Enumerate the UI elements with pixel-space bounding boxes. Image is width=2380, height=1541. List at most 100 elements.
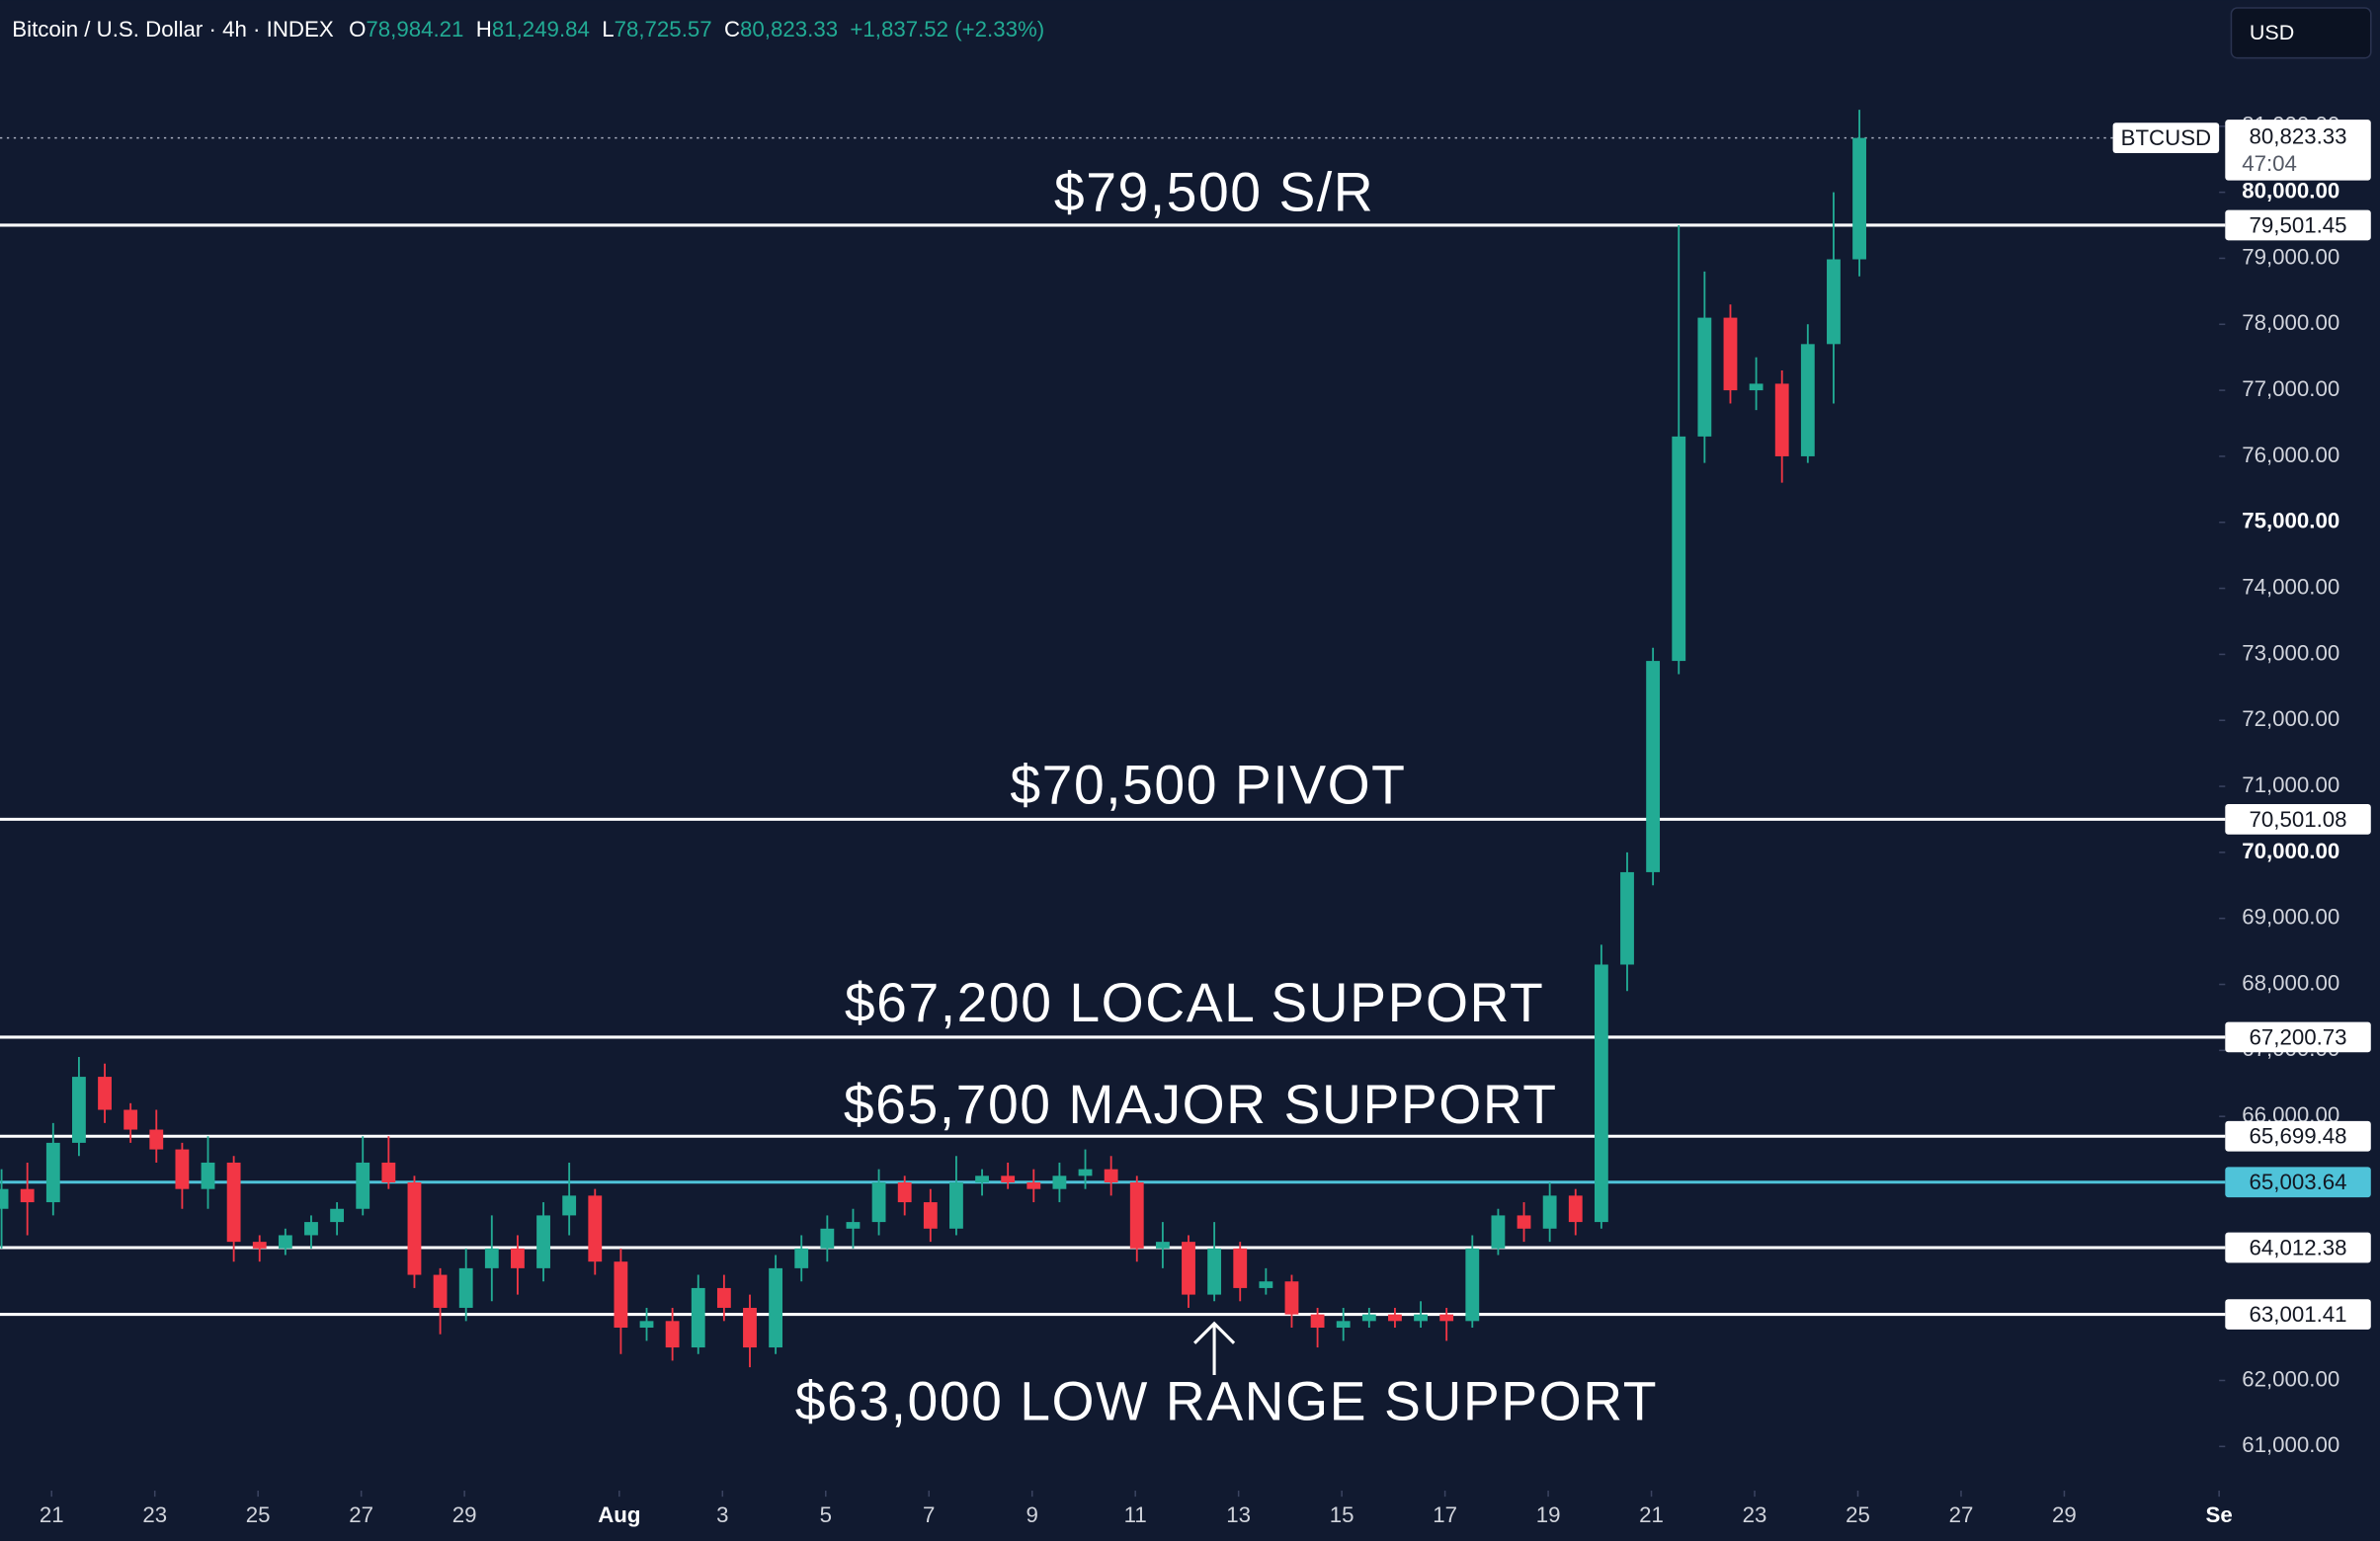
last-price-box xyxy=(2225,120,2371,181)
candle-body xyxy=(716,1287,731,1308)
ohlc-value: 78,984.21 xyxy=(366,17,463,41)
level-annotation: $65,700 MAJOR SUPPORT xyxy=(844,1074,1558,1135)
candle-body xyxy=(1620,871,1634,965)
y-tick-label: 74,000.00 xyxy=(2242,574,2339,599)
candle-body xyxy=(1672,436,1686,662)
candle-body xyxy=(98,1077,112,1110)
candle-body xyxy=(511,1248,525,1268)
y-tick-label: 80,000.00 xyxy=(2242,179,2339,203)
candle-body xyxy=(252,1242,267,1249)
level-annotation: $79,500 S/R xyxy=(1054,161,1374,222)
x-tick-label: 11 xyxy=(1124,1502,1147,1527)
candle-body xyxy=(1388,1314,1402,1322)
candle-body xyxy=(304,1222,318,1236)
currency-label[interactable]: USD xyxy=(2250,21,2294,44)
candle-body xyxy=(72,1077,86,1143)
ohlc-key: H xyxy=(476,17,492,41)
y-tick-label: 73,000.00 xyxy=(2242,640,2339,665)
candle-body xyxy=(1439,1314,1454,1322)
candle-body xyxy=(1852,137,1866,260)
candle-body xyxy=(45,1142,60,1203)
level-label: 70,501.08 xyxy=(2250,807,2347,832)
x-tick-label: 25 xyxy=(246,1502,271,1527)
candle-body xyxy=(1207,1248,1222,1295)
candle-body xyxy=(1026,1181,1041,1189)
level-label-box xyxy=(2225,209,2371,241)
level-label-box xyxy=(2225,1120,2371,1152)
x-tick-label: 19 xyxy=(1536,1502,1561,1527)
countdown-label: 47:04 xyxy=(2242,151,2297,176)
ohlc-key: O xyxy=(349,17,366,41)
candle-body xyxy=(897,1181,912,1203)
ohlc-value: 78,725.57 xyxy=(615,17,712,41)
candle-body xyxy=(1774,383,1789,456)
candle-body xyxy=(1568,1195,1583,1223)
candle-body xyxy=(1542,1195,1557,1229)
candle-body xyxy=(381,1162,396,1182)
x-tick-label: 23 xyxy=(1743,1502,1767,1527)
x-tick-label: 21 xyxy=(40,1502,64,1527)
candle-body xyxy=(923,1202,938,1229)
candle-body xyxy=(1155,1242,1170,1249)
candle-body xyxy=(1052,1176,1067,1189)
candle-body xyxy=(226,1162,241,1243)
x-tick-label: 29 xyxy=(452,1502,477,1527)
candle-body xyxy=(562,1195,577,1216)
candle-body xyxy=(330,1208,345,1223)
candle-body xyxy=(1078,1169,1093,1176)
candle-body xyxy=(20,1188,35,1203)
candle-body xyxy=(458,1267,473,1308)
candle-body xyxy=(1104,1169,1118,1182)
level-label-box xyxy=(2225,1232,2371,1263)
candle-body xyxy=(820,1228,835,1249)
candle-body xyxy=(614,1261,628,1329)
candle-body xyxy=(407,1181,422,1275)
candle-body xyxy=(588,1195,603,1262)
level-label-box xyxy=(2225,804,2371,835)
candle-body xyxy=(356,1162,370,1209)
candle-body xyxy=(975,1176,989,1182)
level-label-box xyxy=(2225,1299,2371,1330)
x-tick-label: 3 xyxy=(716,1502,728,1527)
candle-body xyxy=(484,1248,499,1268)
y-tick-label: 68,000.00 xyxy=(2242,970,2339,995)
candle-body xyxy=(1336,1321,1351,1329)
candle-body xyxy=(175,1149,190,1189)
candle-body xyxy=(1414,1314,1428,1322)
header-change: +1,837.52 (+2.33%) xyxy=(850,17,1044,41)
candle-body xyxy=(1646,661,1661,872)
level-annotation: $63,000 LOW RANGE SUPPORT xyxy=(795,1370,1658,1431)
currency-button[interactable] xyxy=(2230,7,2372,59)
candle-body xyxy=(1697,317,1712,437)
candle-body xyxy=(769,1267,783,1348)
annotation-arrow xyxy=(1193,1321,1236,1376)
candle-body xyxy=(536,1215,550,1268)
candle-body xyxy=(691,1287,705,1348)
candle-body xyxy=(639,1321,654,1329)
y-tick-label: 71,000.00 xyxy=(2242,772,2339,797)
level-label-box xyxy=(2225,1021,2371,1053)
candle-body xyxy=(1465,1248,1480,1322)
y-tick-label: 70,000.00 xyxy=(2242,839,2339,863)
candle-body xyxy=(1310,1314,1325,1329)
candle-body xyxy=(665,1321,680,1348)
candle-body xyxy=(1491,1215,1506,1249)
candle-body xyxy=(871,1181,886,1223)
y-tick-label: 72,000.00 xyxy=(2242,706,2339,731)
ohlc-value: 81,249.84 xyxy=(492,17,590,41)
y-tick-label: 77,000.00 xyxy=(2242,376,2339,401)
y-tick-label: 69,000.00 xyxy=(2242,905,2339,930)
candle-body xyxy=(846,1222,861,1229)
x-tick-label: 21 xyxy=(1639,1502,1664,1527)
x-tick-label: 27 xyxy=(1949,1502,1974,1527)
candle-body xyxy=(433,1274,448,1308)
candle-body xyxy=(1749,383,1764,391)
ohlc-key: L xyxy=(602,17,614,41)
candle-body xyxy=(743,1307,757,1348)
ohlc-value: 80,823.33 xyxy=(740,17,838,41)
x-tick-label: 9 xyxy=(1026,1502,1038,1527)
x-tick-label: 25 xyxy=(1846,1502,1870,1527)
candle-body xyxy=(1182,1242,1195,1295)
